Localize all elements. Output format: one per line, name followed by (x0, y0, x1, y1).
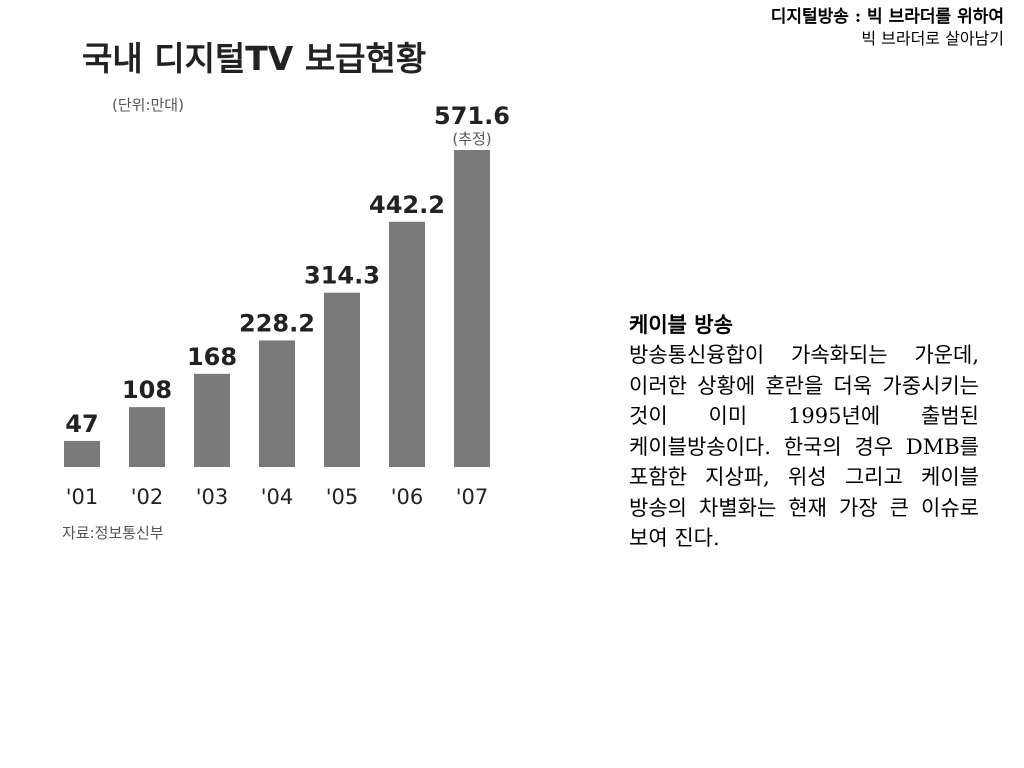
cable-broadcast-section: 케이블 방송 방송통신융합이 가속화되는 가운데, 이러한 상황에 혼란을 더욱… (629, 310, 979, 554)
chart-unit-note: (단위:만대) (112, 96, 184, 114)
x-tick-label-3: '04 (261, 485, 294, 509)
x-tick-label-4: '05 (326, 485, 359, 509)
section-heading: 케이블 방송 (629, 313, 733, 337)
bar-0 (64, 440, 100, 467)
x-tick-label-6: '07 (456, 485, 489, 509)
bar-value-label-5: 442.2 (369, 191, 445, 219)
x-tick-label-2: '03 (196, 485, 229, 509)
bar-3 (259, 340, 295, 467)
bar-value-label-2: 168 (187, 343, 237, 371)
x-tick-label-5: '06 (391, 485, 424, 509)
bar-value-label-3: 228.2 (239, 309, 315, 337)
slide-header: 디지털방송 : 빅 브라더를 위하여 빅 브라더로 살아남기 (771, 6, 1004, 50)
chart-title: 국내 디지털TV 보급현황 (82, 39, 426, 78)
bar-value-label-4: 314.3 (304, 262, 380, 290)
bar-4 (324, 292, 360, 467)
bar-6 (454, 150, 490, 467)
slide-subtitle: 빅 브라더로 살아남기 (861, 29, 1004, 48)
chart-source: 자료:정보통신부 (62, 524, 164, 542)
bar-value-label-0: 47 (65, 410, 98, 438)
section-body: 방송통신융합이 가속화되는 가운데, 이러한 상황에 혼란을 더욱 가중시키는 … (629, 343, 979, 550)
bar-chart: 국내 디지털TV 보급현황 (단위:만대) 47 '01 108 '02 168 '03 2… (62, 39, 510, 542)
bar-5 (389, 221, 425, 467)
bar-value-label-1: 108 (122, 376, 172, 404)
slide-title: 디지털방송 : 빅 브라더를 위하여 (770, 7, 1004, 27)
x-tick-label-1: '02 (131, 485, 164, 509)
estimate-note: (추정) (452, 130, 491, 148)
x-tick-label-0: '01 (66, 485, 99, 509)
bar-value-label-6: 571.6 (434, 102, 510, 130)
bar-group: 47 '01 108 '02 168 '03 228.2 '04 314.3 '05 442.2 '0… (64, 102, 510, 509)
bar-1 (129, 407, 165, 467)
bar-2 (194, 373, 230, 467)
